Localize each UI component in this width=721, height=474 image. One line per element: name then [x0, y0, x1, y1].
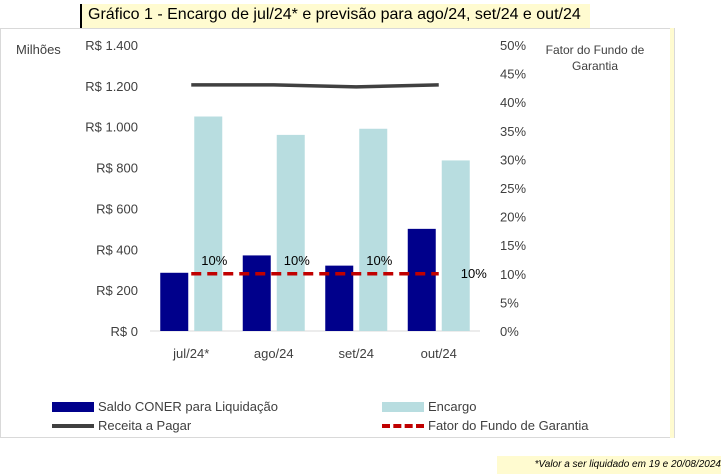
x-tick-label: ago/24: [254, 346, 294, 361]
data-label-fator: 10%: [366, 253, 392, 268]
data-label-fator: 10%: [461, 266, 487, 281]
bar-encargo: [359, 128, 388, 331]
right-axis-tick-label: 25%: [500, 181, 526, 196]
x-tick-label: out/24: [421, 346, 457, 361]
chart-title: Gráfico 1 - Encargo de jul/24* e previsã…: [88, 6, 581, 23]
bar-encargo: [194, 116, 223, 331]
right-axis-tick-label: 15%: [500, 238, 526, 253]
bar-encargo: [276, 134, 305, 331]
right-axis-tick-label: 30%: [500, 152, 526, 167]
right-axis-tick-label: 5%: [500, 295, 519, 310]
highlight-strip: [670, 28, 674, 438]
legend-item-saldo: Saldo CONER para Liquidação: [52, 399, 278, 414]
footnote: *Valor a ser liquidado em 19 e 20/08/202…: [497, 456, 721, 474]
legend-label-saldo: Saldo CONER para Liquidação: [98, 399, 278, 414]
left-axis-tick-label: R$ 200: [96, 283, 138, 298]
right-axis-tick-label: 45%: [500, 67, 526, 82]
legend-label-fator: Fator do Fundo de Garantia: [428, 418, 589, 433]
left-axis-tick-label: R$ 1.000: [85, 120, 138, 135]
left-axis-tick-label: R$ 800: [96, 161, 138, 176]
bar-saldo: [160, 272, 189, 331]
legend-item-encargo: Encargo: [382, 399, 476, 414]
bar-saldo: [325, 265, 354, 331]
left-axis-tick-label: R$ 1.200: [85, 79, 138, 94]
left-axis-tick-label: R$ 1.400: [85, 38, 138, 53]
legend-swatch-encargo: [382, 401, 424, 412]
legend-item-receita: Receita a Pagar: [52, 418, 191, 433]
right-axis-title: Fator do Fundo de Garantia: [545, 43, 645, 73]
right-axis-tick-label: 35%: [500, 124, 526, 139]
data-label-fator: 10%: [201, 253, 227, 268]
legend-label-encargo: Encargo: [428, 399, 477, 414]
x-tick-label: jul/24*: [172, 346, 209, 361]
left-axis-tick-label: R$ 400: [96, 242, 138, 257]
legend-label-receita: Receita a Pagar: [98, 418, 192, 433]
left-axis-tick-label: R$ 0: [111, 324, 138, 339]
bar-saldo: [407, 228, 436, 331]
chart-area: [0, 28, 675, 438]
right-axis-tick-label: 40%: [500, 95, 526, 110]
bar-encargo: [441, 160, 470, 331]
legend-swatch-receita: [52, 423, 94, 428]
left-axis-unit-label: Milhões: [16, 42, 61, 57]
right-axis-tick-label: 20%: [500, 210, 526, 225]
right-axis-tick-label: 50%: [500, 38, 526, 53]
right-axis-tick-label: 10%: [500, 267, 526, 282]
line-receita-a-pagar: [191, 83, 439, 89]
legend-item-fator: Fator do Fundo de Garantia: [382, 418, 588, 433]
legend-swatch-fator: [382, 423, 424, 428]
chart-title-box: Gráfico 1 - Encargo de jul/24* e previsã…: [80, 4, 590, 28]
left-axis-tick-label: R$ 600: [96, 201, 138, 216]
legend-swatch-saldo: [52, 401, 94, 412]
data-label-fator: 10%: [284, 253, 310, 268]
x-tick-label: set/24: [339, 346, 374, 361]
right-axis-tick-label: 0%: [500, 324, 519, 339]
bar-saldo: [242, 255, 271, 331]
